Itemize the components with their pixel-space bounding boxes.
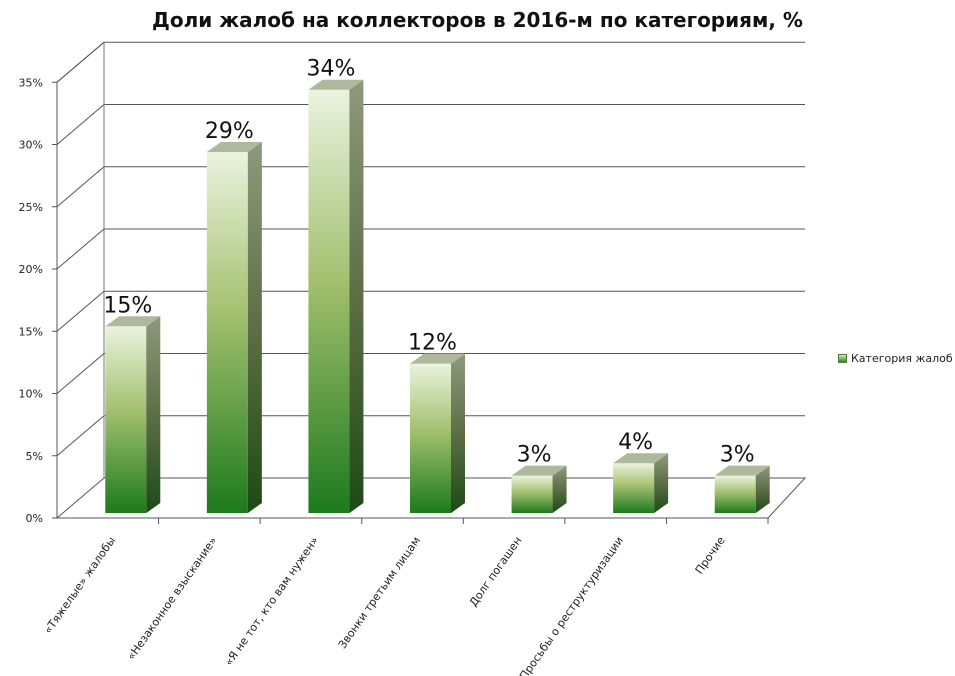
bar-side [552, 465, 567, 513]
bar [105, 316, 161, 513]
y-tick-label: 30% [19, 139, 43, 152]
gridline [56, 228, 805, 270]
bar-top [410, 353, 465, 364]
bar-front [206, 151, 248, 513]
bar-side [654, 453, 669, 513]
axes: 0% 5% 10% 15% 20% 25% 30% 35% [19, 41, 807, 525]
bar-side [755, 465, 770, 513]
bar-side [247, 141, 262, 513]
bar [714, 465, 770, 513]
x-tick-label: «Незаконное взыскание» [125, 534, 220, 662]
x-tick-label: «Тяжелые» жалобы [41, 534, 118, 636]
bar [410, 353, 465, 513]
data-label: 34% [306, 57, 355, 82]
data-label: 29% [205, 119, 254, 144]
bar-top [511, 465, 567, 476]
y-tick-label: 15% [19, 325, 43, 338]
bar [206, 141, 262, 513]
data-label: 3% [517, 443, 552, 468]
x-tick-label: Прочие [693, 534, 728, 576]
legend: Категория жалоб [838, 352, 953, 365]
chart-title: Доли жалоб на коллекторов в 2016-м по ка… [152, 8, 803, 32]
x-tick-label: Просьбы о реструктуризации [517, 534, 626, 676]
bar-front [308, 89, 350, 513]
bar-top [613, 453, 669, 464]
data-label: 3% [720, 443, 755, 468]
bar [613, 453, 669, 513]
bar-front [511, 475, 553, 513]
bar-top [714, 465, 770, 476]
x-tick-label: Звонки третьим лицам [336, 534, 423, 651]
bar-top [105, 316, 161, 327]
gridline [56, 41, 805, 83]
bar [511, 465, 567, 513]
gridline [56, 290, 805, 332]
y-tick-label: 0% [26, 512, 43, 525]
y-tick-label: 5% [26, 450, 43, 463]
bar-side [451, 353, 465, 513]
bars [105, 79, 770, 513]
bar-top [206, 141, 262, 152]
bar-side [349, 79, 364, 513]
data-label: 15% [103, 293, 152, 318]
legend-swatch [838, 354, 847, 363]
y-tick-label: 35% [19, 76, 43, 89]
y-tick-label: 20% [19, 263, 43, 276]
bar [308, 79, 364, 513]
x-tick-label: Долг погашен [467, 534, 525, 609]
bar-front [714, 475, 756, 513]
bar-top [308, 79, 364, 90]
wall-top-edge [56, 41, 105, 83]
y-tick-label: 10% [19, 388, 43, 401]
legend-label: Категория жалоб [851, 352, 953, 365]
gridline [56, 166, 805, 208]
bar-front [613, 463, 655, 513]
data-label: 12% [408, 331, 457, 356]
x-tick-label: «Я не тот, кто вам нужен» [222, 534, 321, 668]
bar-front [410, 363, 451, 513]
bar-front [105, 326, 147, 513]
y-tick-label: 25% [19, 201, 43, 214]
bar-side [146, 316, 161, 513]
gridline [56, 104, 805, 145]
data-label: 4% [618, 430, 653, 455]
